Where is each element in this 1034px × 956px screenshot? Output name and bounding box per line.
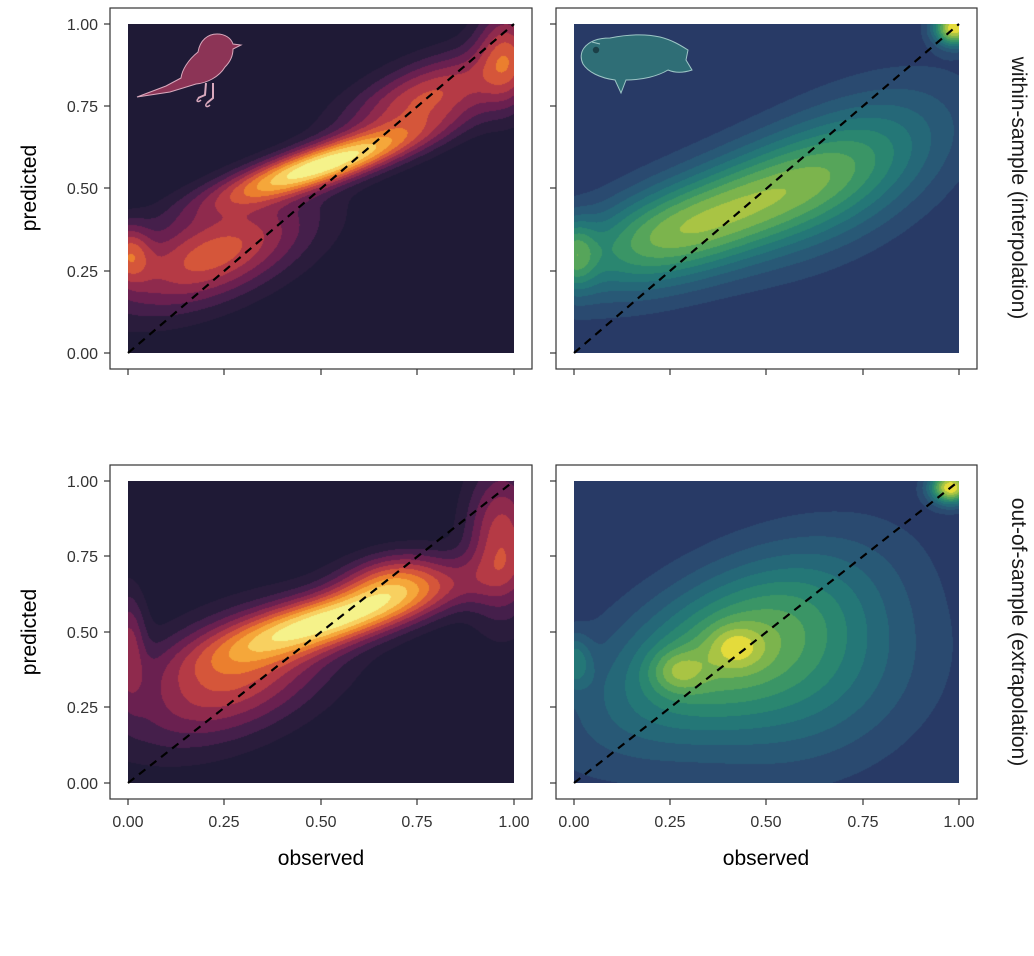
y-tick-label: 0.25 (67, 264, 98, 281)
x-axis-top-left (127, 369, 515, 375)
x-tick-label: 0.50 (750, 814, 781, 831)
x-tick-label: 0.50 (305, 814, 336, 831)
bird-icon (136, 33, 243, 108)
x-tick-label: 0.75 (401, 814, 432, 831)
y-tick-label: 0.00 (67, 776, 98, 793)
y-axis-top-right (550, 23, 556, 354)
x-axis-title-right: observed (723, 847, 809, 870)
y-tick-label: 0.50 (67, 181, 98, 198)
y-tick-label: 0.25 (67, 700, 98, 717)
y-axis-title-top: predicted (18, 145, 41, 231)
x-tick-label: 0.25 (208, 814, 239, 831)
x-axis-bottom-right: 0.00 0.25 0.50 0.75 1.00 (558, 799, 975, 831)
x-tick-label: 0.75 (847, 814, 878, 831)
y-axis-title-bottom: predicted (18, 589, 41, 675)
y-tick-label: 1.00 (67, 17, 98, 34)
identity-line-bottom-right (573, 480, 960, 784)
identity-line-top-right (573, 23, 960, 354)
x-axis-top-right (573, 369, 960, 375)
identity-line-bottom-left (127, 480, 515, 784)
identity-line-top-left (127, 23, 515, 354)
x-axis-bottom-left: 0.00 0.25 0.50 0.75 1.00 (112, 799, 530, 831)
y-tick-label: 1.00 (67, 474, 98, 491)
y-tick-label: 0.00 (67, 346, 98, 363)
x-tick-label: 1.00 (498, 814, 529, 831)
y-axis-bottom-right (550, 480, 556, 784)
y-tick-label: 0.75 (67, 99, 98, 116)
y-tick-label: 0.50 (67, 625, 98, 642)
y-axis-bottom-left: 1.00 0.75 0.50 0.25 0.00 (67, 474, 110, 793)
fish-icon (580, 34, 693, 95)
row-strip-within-sample: within-sample (interpolation) (1007, 56, 1030, 320)
x-tick-label: 0.00 (112, 814, 143, 831)
x-tick-label: 0.00 (558, 814, 589, 831)
x-axis-title-left: observed (278, 847, 364, 870)
row-strip-out-of-sample: out-of-sample (extrapolation) (1007, 498, 1030, 766)
x-tick-label: 1.00 (943, 814, 974, 831)
y-axis-top-left: 1.00 0.75 0.50 0.25 0.00 (67, 17, 110, 363)
y-tick-label: 0.75 (67, 549, 98, 566)
x-tick-label: 0.25 (654, 814, 685, 831)
